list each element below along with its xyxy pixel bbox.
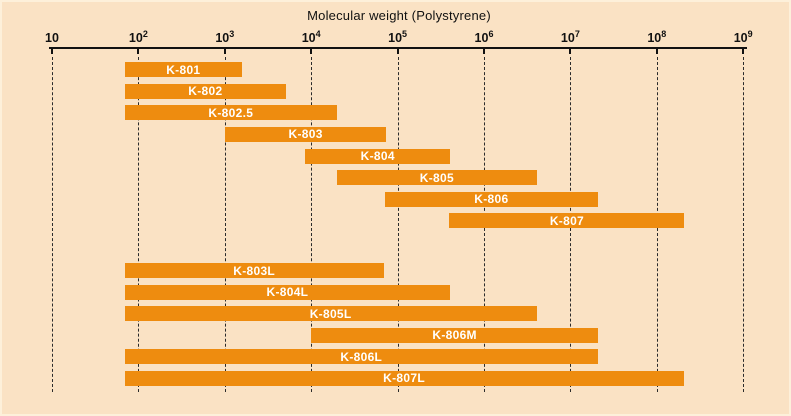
- range-bar-k-804l: K-804L: [124, 284, 451, 300]
- x-tick-label-1e6: 106: [474, 29, 494, 45]
- x-tick-label-1e7: 107: [560, 29, 580, 45]
- range-bar-k-802.5: K-802.5: [124, 105, 338, 121]
- range-bar-k-806: K-806: [384, 191, 599, 207]
- range-bar-k-807l: K-807L: [124, 370, 684, 386]
- x-tick-mark: [51, 49, 53, 54]
- range-bar-k-806l: K-806L: [124, 349, 599, 364]
- range-bar-k-807: K-807: [449, 213, 685, 229]
- bar-label: K-802: [188, 84, 223, 99]
- range-bar-k-805l: K-805L: [124, 306, 537, 321]
- x-tick-exponent: 5: [402, 29, 408, 39]
- x-tick-label-1e9: 109: [733, 29, 753, 45]
- x-tick-exponent: 9: [747, 29, 753, 39]
- range-bar-k-801: K-801: [124, 62, 243, 77]
- bar-label: K-803L: [233, 263, 276, 278]
- bar-label: K-807: [549, 213, 585, 228]
- bar-label: K-806: [474, 192, 509, 207]
- x-tick-label-1e2: 102: [128, 29, 148, 45]
- gridline-1e2: [138, 57, 140, 392]
- gridline-1e9: [743, 57, 745, 392]
- x-tick-mark: [310, 49, 313, 54]
- range-bar-k-803l: K-803L: [124, 263, 384, 278]
- x-tick-label-1e5: 105: [388, 29, 408, 45]
- range-bar-k-805: K-805: [337, 170, 537, 186]
- x-tick-label-1e8: 108: [647, 29, 667, 45]
- x-tick-label-1e4: 104: [301, 29, 321, 45]
- bar-label: K-805L: [309, 306, 352, 321]
- range-bar-k-806m: K-806M: [311, 327, 599, 343]
- x-tick-exponent: 8: [661, 29, 667, 39]
- gridline-1e4: [311, 57, 313, 392]
- x-tick-mark: [569, 49, 572, 54]
- bar-label: K-801: [166, 62, 201, 77]
- gridline-1e3: [224, 57, 226, 392]
- range-bar-k-802: K-802: [124, 83, 287, 99]
- x-tick-label-1e1: 10: [45, 31, 59, 45]
- x-tick-exponent: 2: [142, 29, 148, 39]
- x-tick-mark: [223, 49, 226, 54]
- x-tick-exponent: 4: [315, 29, 321, 39]
- x-tick-exponent: 6: [488, 29, 494, 39]
- gridline-1e5: [397, 57, 399, 392]
- x-tick-mark: [137, 49, 140, 54]
- chart-title: Molecular weight (Polystyrene): [307, 8, 491, 23]
- range-bar-k-803: K-803: [224, 126, 387, 142]
- bar-label: K-803: [288, 127, 323, 142]
- bar-label: K-806M: [432, 328, 477, 342]
- bar-label: K-802.5: [208, 105, 254, 120]
- x-tick-exponent: 3: [229, 29, 235, 39]
- x-tick-mark: [483, 49, 485, 54]
- bar-label: K-804: [360, 149, 395, 164]
- bar-label: K-804L: [266, 285, 309, 299]
- range-bar-k-804: K-804: [305, 148, 451, 164]
- x-tick-mark: [742, 49, 745, 54]
- bar-label: K-807L: [383, 371, 425, 385]
- x-tick-label-1e3: 103: [215, 29, 235, 45]
- x-axis-line: [49, 47, 747, 49]
- x-tick-exponent: 7: [574, 29, 580, 39]
- bar-label: K-806L: [340, 349, 383, 364]
- gridline-1e1: [52, 57, 53, 392]
- x-tick-mark: [655, 49, 658, 54]
- x-tick-mark: [396, 49, 399, 54]
- bar-label: K-805: [419, 170, 454, 185]
